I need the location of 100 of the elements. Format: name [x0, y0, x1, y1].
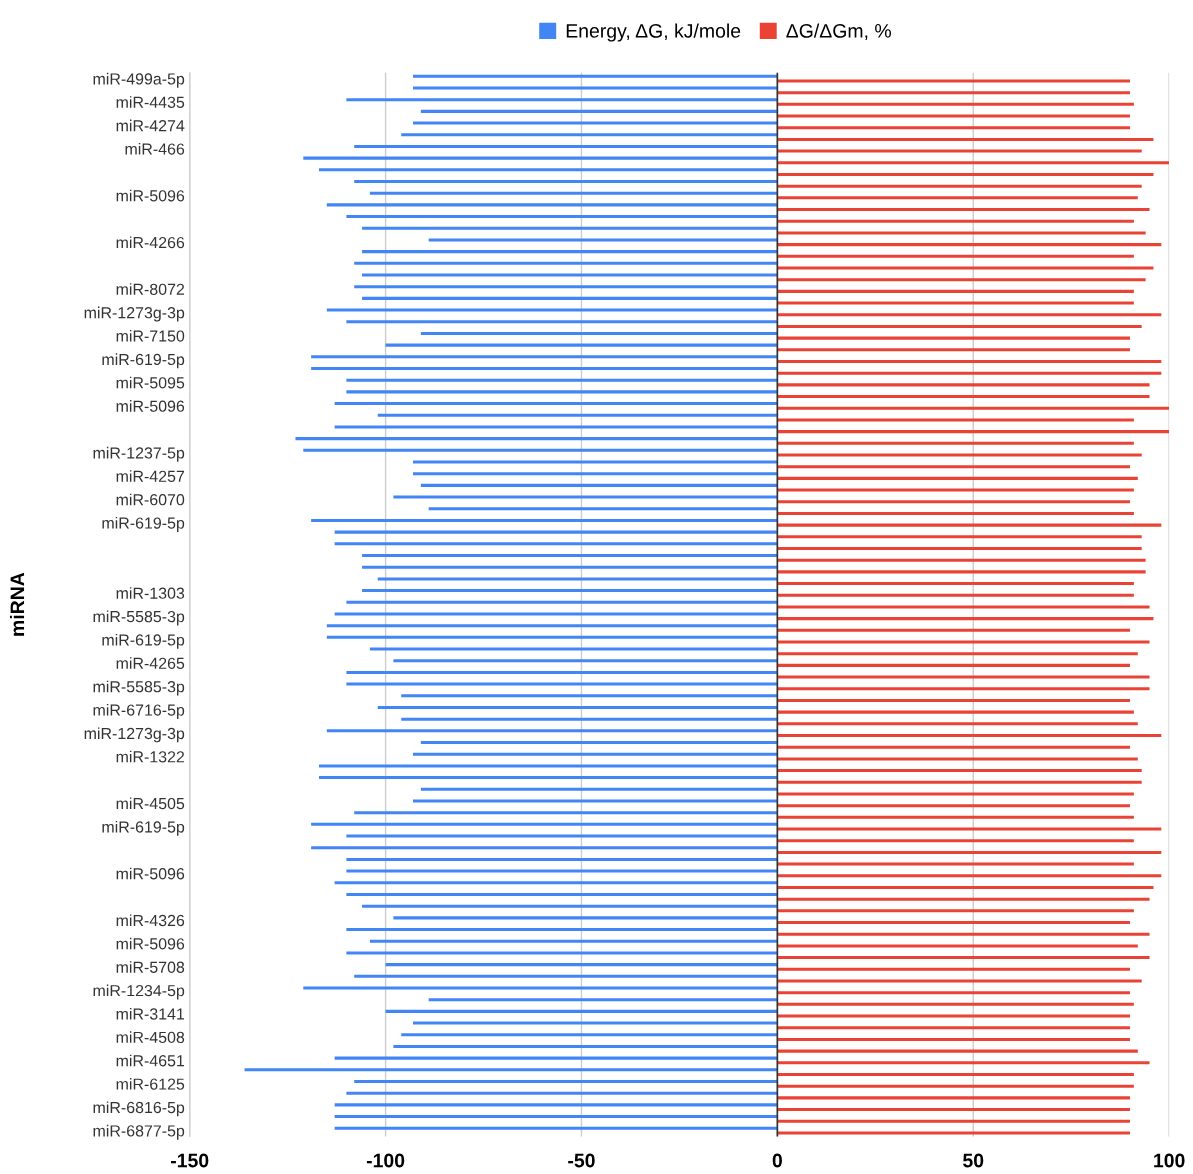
bar — [413, 799, 778, 803]
bar — [777, 254, 1134, 258]
bar — [777, 301, 1134, 305]
bar — [777, 628, 1130, 632]
bar — [377, 705, 778, 709]
bar — [777, 792, 1134, 796]
bar — [777, 745, 1130, 749]
bar — [428, 998, 778, 1002]
bar — [777, 769, 1142, 773]
bar — [413, 121, 778, 125]
bar — [385, 963, 778, 967]
bar — [777, 278, 1146, 282]
bar — [777, 465, 1130, 469]
bar — [777, 734, 1162, 738]
y-tick-label: miR-4505 — [116, 797, 185, 810]
bar — [777, 593, 1134, 597]
bar — [326, 308, 778, 312]
bar — [777, 874, 1162, 878]
bar — [777, 219, 1134, 223]
bar — [385, 343, 778, 347]
legend-label: ΔG/ΔGm, % — [786, 23, 891, 41]
bar — [334, 612, 778, 616]
bar — [401, 133, 778, 137]
bar — [413, 1021, 778, 1025]
bar — [777, 289, 1134, 293]
bar — [777, 710, 1134, 714]
bar — [354, 1079, 778, 1084]
bar — [777, 441, 1134, 445]
bar — [777, 1131, 1130, 1135]
bar — [346, 98, 778, 102]
y-tick-label: miR-5096 — [116, 867, 185, 880]
bar — [777, 208, 1150, 212]
bar — [777, 114, 1130, 118]
y-tick-label: miR-619-5p — [102, 820, 185, 836]
bar — [393, 1044, 778, 1048]
bar — [777, 1084, 1134, 1088]
bar — [777, 1037, 1130, 1041]
bar — [311, 518, 778, 522]
bar — [369, 191, 778, 195]
y-tick-label: miR-5585-3p — [93, 680, 185, 696]
x-tick-label: -150 — [170, 1153, 209, 1168]
bar — [362, 273, 778, 277]
bar — [326, 203, 778, 207]
bar — [326, 624, 778, 628]
legend-label: Energy, ΔG, kJ/mole — [566, 23, 741, 42]
x-tick-label: 50 — [963, 1153, 984, 1168]
bar — [334, 881, 778, 885]
bar — [413, 752, 778, 756]
bar — [777, 406, 1170, 410]
y-tick-label: miR-4265 — [116, 657, 185, 669]
bar — [346, 892, 778, 896]
bar — [777, 558, 1146, 562]
bar — [777, 850, 1162, 854]
bar — [420, 331, 778, 335]
bar — [334, 542, 778, 546]
bar — [777, 266, 1154, 270]
bar — [777, 1049, 1138, 1053]
bar — [354, 261, 778, 265]
bar — [354, 144, 778, 148]
bar — [777, 1119, 1130, 1123]
bar — [777, 944, 1138, 948]
bar — [777, 862, 1134, 866]
bar — [401, 1033, 778, 1037]
y-tick-label: miR-7150 — [116, 329, 185, 342]
y-tick-label: miR-1237-5p — [93, 446, 185, 462]
bar — [777, 897, 1150, 901]
y-tick-label: miR-6716-5p — [93, 704, 185, 719]
y-tick-label: miR-4326 — [116, 914, 185, 927]
bar — [777, 1002, 1134, 1006]
bar — [777, 126, 1130, 130]
bar — [777, 663, 1130, 667]
bar — [777, 967, 1130, 971]
bar — [777, 91, 1130, 95]
y-tick-label: miR-6816-5p — [93, 1101, 185, 1117]
y-tick-label: miR-1234-5p — [93, 984, 185, 1000]
bar — [777, 687, 1150, 691]
bar — [777, 161, 1170, 165]
y-tick-label: miR-6070 — [116, 493, 185, 506]
bar — [428, 238, 778, 242]
y-tick-label: miR-4266 — [116, 236, 185, 249]
y-tick-label: miR-1303 — [116, 587, 185, 599]
bar — [777, 956, 1150, 960]
x-tick-label: 100 — [1154, 1153, 1185, 1168]
bar — [393, 916, 778, 920]
bar — [777, 184, 1142, 188]
bar — [777, 582, 1134, 586]
bar — [777, 991, 1130, 995]
bar — [777, 909, 1134, 913]
bar — [346, 390, 778, 394]
bar — [334, 530, 778, 534]
bar — [311, 846, 778, 850]
bar — [362, 904, 778, 908]
bar — [420, 787, 778, 791]
bar — [777, 932, 1150, 936]
bar — [334, 1115, 778, 1119]
bar — [777, 815, 1134, 819]
bar — [777, 1108, 1130, 1112]
y-tick-label: miR-5096 — [116, 937, 185, 950]
bar — [777, 102, 1134, 106]
bar — [777, 430, 1170, 434]
